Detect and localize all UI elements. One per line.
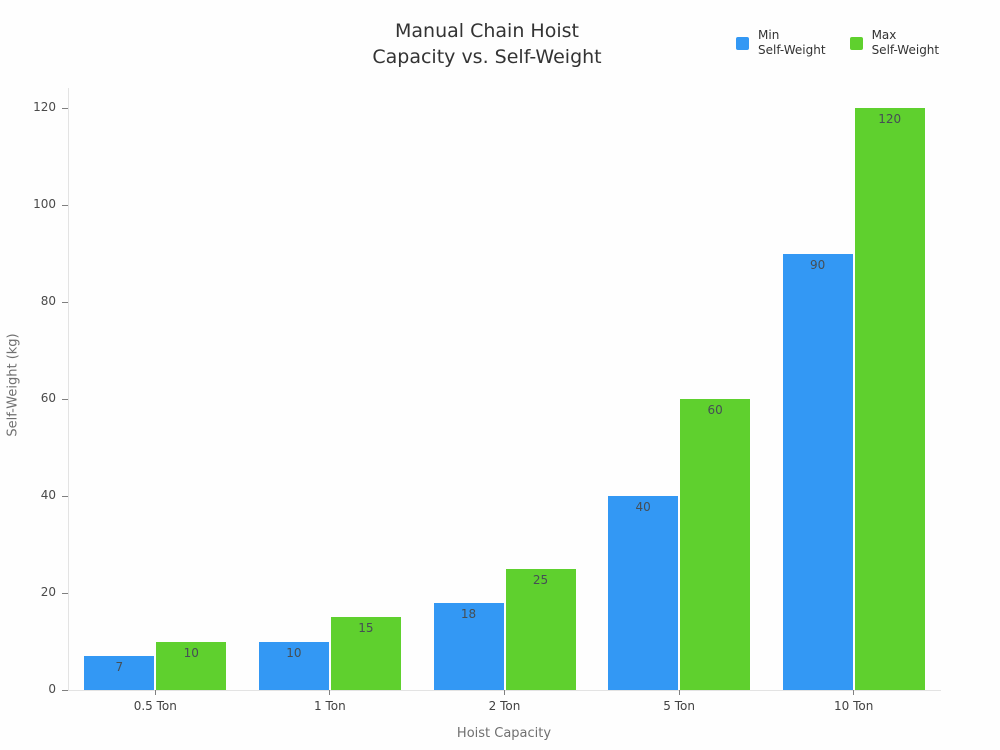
bar-min-0.5-ton: 7 [84, 656, 155, 690]
x-tick-mark [154, 690, 156, 695]
legend-item-min-self-weight[interactable]: Min Self-Weight [736, 28, 826, 58]
x-tick-label: 0.5 Ton [133, 699, 177, 713]
y-tick-label: 0 [48, 682, 56, 696]
bar-value-label: 10 [286, 645, 302, 660]
x-tick-label: 5 Ton [663, 699, 695, 713]
chart-title-line2: Capacity vs. Self-Weight [372, 46, 602, 68]
y-tick-label: 20 [40, 585, 56, 599]
x-axis-title: Hoist Capacity [456, 726, 552, 741]
x-tick-mark [329, 690, 331, 695]
legend-label: Max Self-Weight [872, 28, 940, 58]
legend-swatch [849, 36, 863, 50]
bar-value-label: 60 [707, 403, 723, 417]
x-tick-label: 10 Ton [834, 699, 874, 713]
y-tick-label: 120 [33, 100, 56, 114]
bar-min-2-ton: 18 [433, 602, 504, 690]
chart-title-line1: Manual Chain Hoist [395, 20, 579, 42]
bar-value-label: 10 [183, 645, 199, 660]
legend-swatch [736, 36, 749, 50]
y-tick-label: 40 [40, 488, 56, 502]
x-tick-label: 1 Ton [314, 699, 346, 713]
y-axis-title: Self-Weight (kg) [5, 333, 21, 437]
legend: Min Self-Weight Max Self-Weight [736, 28, 939, 58]
bar-min-1-ton: 10 [258, 641, 329, 690]
y-tick-label: 60 [40, 391, 56, 405]
y-tick-mark [62, 302, 68, 303]
bar-value-label: 25 [532, 572, 549, 587]
x-tick-mark [504, 690, 505, 695]
bar-value-label: 120 [878, 112, 902, 126]
y-axis-line [68, 88, 69, 690]
chart-title: Manual Chain Hoist Capacity vs. Self-Wei… [372, 18, 601, 70]
legend-item-max-self-weight[interactable]: Max Self-Weight [849, 28, 940, 58]
y-tick-mark [62, 690, 68, 691]
y-tick-mark [62, 593, 68, 594]
bar-value-label: 15 [358, 621, 374, 636]
bar-max-1-ton: 15 [330, 617, 401, 690]
x-tick-label: 2 Ton [488, 699, 521, 713]
legend-label: Min Self-Weight [758, 28, 826, 58]
bar-value-label: 18 [460, 606, 477, 621]
x-tick-mark [678, 690, 680, 695]
bar-value-label: 90 [810, 257, 826, 272]
bar-min-5-ton: 40 [608, 496, 679, 690]
bar-value-label: 7 [115, 660, 124, 675]
bar-max-0.5-ton: 10 [156, 641, 227, 690]
bar-value-label: 40 [635, 500, 651, 514]
legend-label-line1: Max [871, 28, 897, 42]
legend-label-line2: Self-Weight [871, 43, 940, 57]
y-tick-mark [62, 205, 68, 206]
bar-max-2-ton: 25 [505, 568, 576, 690]
y-tick-mark [62, 496, 68, 497]
y-tick-mark [62, 108, 68, 109]
bar-min-10-ton: 90 [782, 253, 853, 690]
x-tick-mark [853, 690, 855, 695]
bar-max-5-ton: 60 [680, 399, 751, 690]
bar-max-10-ton: 120 [854, 108, 925, 690]
legend-label-line1: Min [758, 28, 780, 42]
legend-label-line2: Self-Weight [758, 43, 826, 57]
y-tick-label: 100 [33, 197, 56, 211]
y-tick-label: 80 [40, 294, 56, 308]
y-tick-mark [62, 399, 68, 400]
